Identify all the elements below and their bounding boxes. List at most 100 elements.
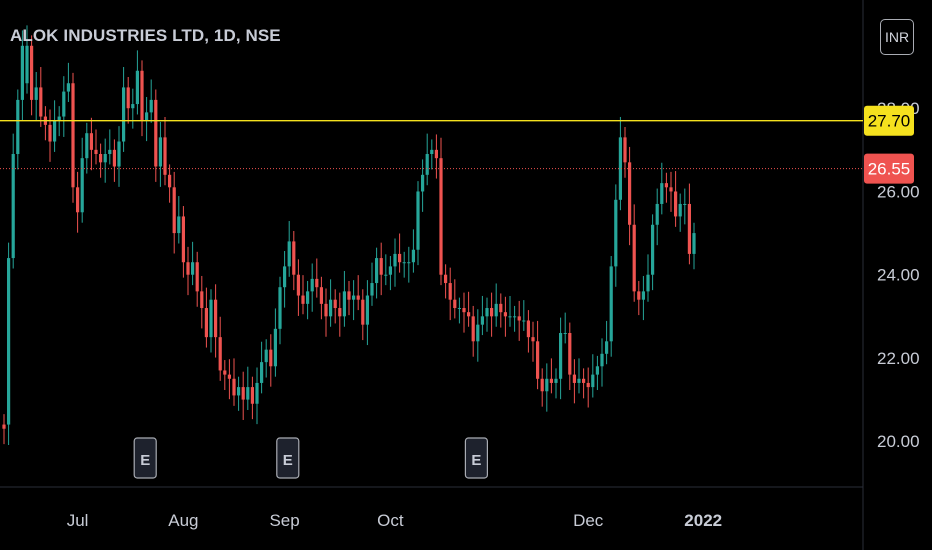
candle [223,360,227,391]
candle [416,181,420,266]
resistance-price-tag [864,105,914,136]
candle [618,116,622,211]
candle-body [292,241,296,275]
candle [384,254,388,286]
candle-body [39,87,43,117]
candle-body [480,316,484,325]
candle-body [513,316,517,318]
candle [605,320,609,365]
candle [490,292,494,337]
time-axis[interactable]: Jul Aug Sep Oct Dec 2022 [67,511,722,530]
candle-body [526,320,530,338]
time-tick-label: Oct [377,511,404,530]
candle [559,317,563,400]
candle-body [186,262,190,275]
earnings-marker[interactable]: E [464,437,488,479]
candle-body [273,328,277,367]
candle [131,88,135,129]
candle [674,171,678,227]
candle-body [204,308,208,338]
candle [554,368,558,399]
candle [232,358,236,406]
candle-body [660,183,664,204]
candle [200,275,204,329]
candle [568,322,572,391]
candle-body [664,183,668,188]
candle-body [434,149,438,159]
candle [595,355,599,391]
candle-body [462,308,466,313]
candle [549,358,553,394]
currency-button[interactable]: INR [880,19,914,55]
candle-body [448,283,452,300]
time-tick-label: Dec [573,511,604,530]
candle-body [200,291,204,309]
candle [375,247,379,299]
candle [600,338,604,387]
candle-body [329,299,333,317]
candle [39,67,43,127]
candle-body [108,149,112,155]
candle-body [16,99,20,155]
candle [7,242,11,445]
candle [246,366,250,410]
candle [485,297,489,332]
candle [94,129,98,165]
candle-body [595,366,599,375]
candle-body [687,203,691,254]
candle-body [94,149,98,155]
earnings-marker[interactable]: E [276,437,300,479]
candle [365,280,369,346]
candle [269,334,273,387]
candle-body [66,83,70,92]
candle [237,376,241,411]
candle-body [490,308,494,317]
candle-body [393,253,397,267]
candle-body [651,224,655,275]
candle-body [283,266,287,288]
candle-body [168,174,172,188]
candle [342,270,346,327]
candle-body [365,295,369,325]
candle [678,193,682,232]
candle [227,359,231,400]
candle-body [692,233,696,254]
candle [103,138,107,183]
candle [356,275,360,311]
candle [99,143,103,178]
candle-body [324,303,328,317]
candle-body [347,291,351,300]
candle [563,312,567,344]
candle-body [375,258,379,284]
candle-body [223,370,227,375]
candle-body [476,324,480,342]
candle [388,255,392,291]
candle [467,291,471,327]
candle-body [338,308,342,317]
candle [296,259,300,316]
candle [329,279,333,327]
candle [591,354,595,398]
time-tick-label: 2022 [684,511,722,530]
candle-body [568,332,572,375]
candle-body [306,291,310,304]
candle-body [605,341,609,354]
candle [338,292,342,337]
candle [471,305,475,357]
candle [660,162,664,215]
candle [89,117,93,171]
candle-body [296,274,300,296]
candle [462,292,466,333]
candle-body [531,337,535,342]
candle-body [356,295,360,300]
earnings-marker[interactable]: E [133,437,157,479]
candle-body [453,299,457,309]
earnings-badge [464,437,488,479]
candle [526,310,530,353]
candle [664,172,668,203]
candle [85,122,89,174]
candle-body [637,291,641,300]
candle [149,79,153,123]
candle-body [163,137,167,175]
